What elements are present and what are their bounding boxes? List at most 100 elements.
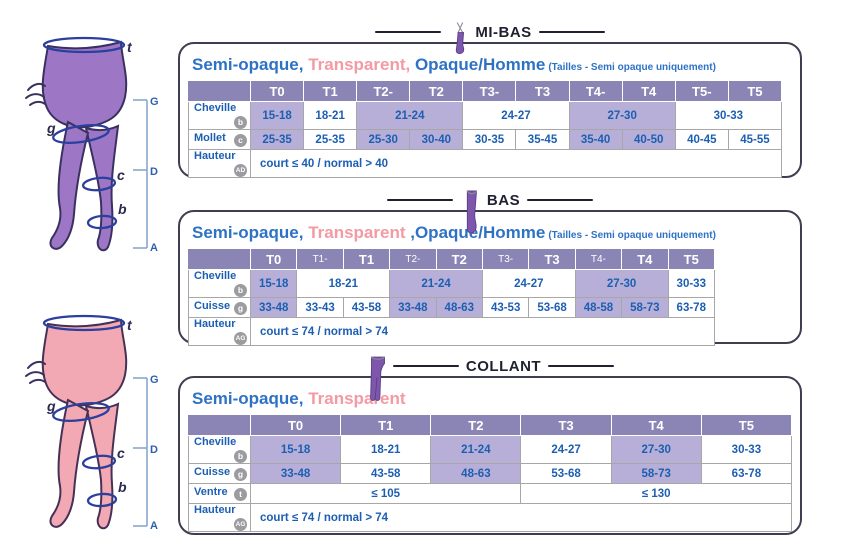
row-label-text: Hauteur (194, 318, 236, 330)
measure-row-label: Cuisse g (188, 297, 251, 318)
size-range-cell: court ≤ 74 / normal > 74 (250, 503, 792, 532)
row-label-text: Hauteur (194, 504, 236, 516)
fabric-types-heading: Semi-opaque, Transparent, Opaque/Homme (T… (192, 55, 800, 75)
size-range-cell: 33-48 (249, 463, 342, 484)
size-column-header: T0 (249, 414, 342, 436)
ruler-d-label: D (150, 166, 158, 178)
section-header: COLLANT (178, 356, 802, 401)
table-row: Cheville b 15-18 18-21 21-24 24-27 27-30 30-33 (188, 101, 783, 130)
table-row: Hauteur AG court ≤ 74 / normal > 74 (188, 503, 792, 532)
hand-on-hip (25, 82, 46, 106)
legs-illustration-purple: t g c b G D A (14, 30, 164, 260)
size-range-cell: 58-73 (610, 463, 702, 484)
size-range-cell: 30-35 (462, 129, 517, 150)
fabric-type-pink: Transparent (303, 389, 406, 408)
size-column-header: T3- (462, 80, 517, 102)
row-label-text: Cuisse (194, 466, 231, 478)
ruler-a-label: A (150, 520, 158, 532)
fabric-types-heading: Semi-opaque, Transparent (192, 389, 800, 409)
fabric-types-heading: Semi-opaque, Transparent ,Opaque/Homme (T… (192, 223, 800, 243)
table-row: Cheville b 15-18 18-21 21-24 24-27 27-30 30-33 (188, 435, 793, 464)
size-column-header: T3 (520, 414, 612, 436)
legs-illustration-pink: t g c b G D A (14, 308, 164, 538)
section-header: BAS (178, 190, 802, 234)
ruler-g-label: G (150, 96, 159, 108)
size-range-cell: 15-18 (249, 101, 305, 130)
size-range-cell: 53-68 (520, 463, 612, 484)
corner-cell (188, 414, 251, 436)
size-range-cell: 30-33 (674, 101, 783, 130)
measurement-rings (42, 314, 126, 508)
fabric-type-blue: Opaque/Homme (410, 55, 546, 74)
title-rule-right (548, 365, 615, 367)
row-label-text: Hauteur (194, 150, 236, 162)
title-rule-left (386, 199, 453, 201)
measure-row-label: Cheville b (188, 269, 251, 298)
size-range-cell: 24-27 (520, 435, 612, 464)
size-column-header: T3 (515, 80, 570, 102)
size-range-cell: 48-58 (574, 297, 623, 318)
ankle-label: b (118, 479, 127, 495)
size-column-header: T1 (340, 414, 432, 436)
size-range-cell: 18-21 (303, 101, 358, 130)
size-range-cell: 48-63 (430, 463, 522, 484)
fabric-type-pink: Transparent (303, 223, 411, 242)
size-range-cell: 27-30 (574, 269, 669, 298)
measure-point-badge: b (234, 284, 247, 297)
measure-row-label: Cheville b (188, 101, 251, 130)
corner-cell (188, 80, 251, 102)
size-range-cell: 35-40 (568, 129, 623, 150)
size-range-cell: 30-33 (700, 435, 793, 464)
table-row: Hauteur AG court ≤ 74 / normal > 74 (188, 317, 715, 346)
measure-row-label: Mollet c (188, 129, 251, 150)
size-column-header: T4 (621, 248, 669, 270)
section-collant: COLLANT Semi-opaque, Transparent T0 T1 T2 T… (178, 356, 802, 535)
measure-row-label: Hauteur AD (188, 149, 251, 178)
legs-silhouette (25, 318, 128, 530)
thigh-label: g (46, 398, 56, 414)
size-column-header: T0 (249, 80, 305, 102)
size-column-header: T5 (727, 80, 783, 102)
size-range-cell: 15-18 (249, 435, 342, 464)
size-range-cell: court ≤ 40 / normal > 40 (250, 149, 782, 178)
size-range-cell: 63-78 (667, 297, 716, 318)
table-row: Cuisse g 33-48 33-43 43-58 33-48 48-63 43-53 53-… (188, 297, 716, 318)
measure-point-badge: t (234, 488, 247, 501)
size-column-header: T1- (296, 248, 344, 270)
size-column-header: T3 (528, 248, 576, 270)
size-column-header: T2- (356, 80, 411, 102)
size-range-cell: 21-24 (430, 435, 522, 464)
size-range-cell: 27-30 (610, 435, 702, 464)
size-column-header: T1 (303, 80, 358, 102)
measure-row-label: Cuisse g (188, 463, 251, 484)
size-range-cell: 33-48 (389, 297, 437, 318)
size-column-header: T4 (610, 414, 702, 436)
size-range-cell: 30-40 (409, 129, 464, 150)
size-range-cell: 21-24 (389, 269, 483, 298)
measure-row-label: Hauteur AG (188, 503, 251, 532)
title-rule-right (527, 199, 594, 201)
size-column-header: T1 (342, 248, 391, 270)
size-range-cell: 35-45 (515, 129, 570, 150)
table-row: Cheville b 15-18 18-21 21-24 24-27 27-30 30-33 (188, 269, 716, 298)
size-range-cell: 33-43 (296, 297, 344, 318)
measure-point-badge: g (234, 468, 247, 481)
collant-panel: Semi-opaque, Transparent T0 T1 T2 T3 T4 T5 Che… (178, 376, 802, 535)
legs-silhouette (25, 40, 128, 252)
sizes-note: (Tailles - Semi opaque uniquement) (548, 230, 716, 241)
size-column-header: T2- (389, 248, 437, 270)
fabric-type-pink: Transparent, (303, 55, 411, 74)
size-range-cell: 18-21 (340, 435, 432, 464)
measure-point-badge: AD (234, 164, 247, 177)
waist-label: t (127, 317, 133, 333)
size-range-cell: 27-30 (568, 101, 676, 130)
size-range-cell: 45-55 (727, 129, 783, 150)
collant-size-table: T0 T1 T2 T3 T4 T5 Cheville b 15-18 18-21 21-24 24-2… (188, 414, 793, 532)
row-label-text: Cheville (194, 270, 237, 282)
measure-point-badge: c (234, 134, 247, 147)
thigh-stocking-icon (460, 190, 480, 234)
row-label-text: Cuisse (194, 300, 231, 312)
section-title: BAS (486, 191, 521, 209)
size-column-header: T2 (435, 248, 483, 270)
